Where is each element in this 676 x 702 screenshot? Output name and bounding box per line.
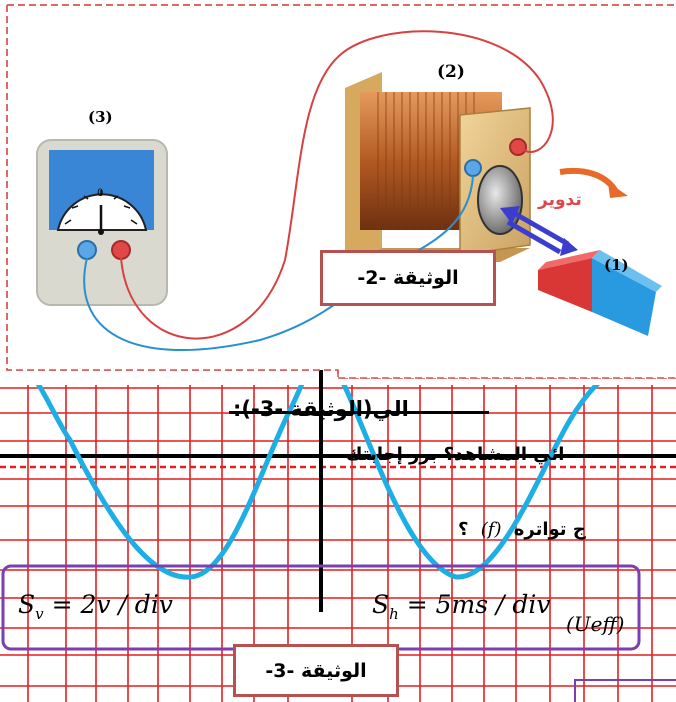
terminal-red — [111, 240, 131, 260]
coil-terminal-blue — [464, 159, 482, 177]
signal-curve — [35, 385, 305, 580]
red-wire — [120, 30, 554, 340]
coil-terminal-red — [509, 138, 527, 156]
vertical-sensitivity: Sv = 2v / div — [18, 590, 173, 623]
label-coil-number: (2) — [437, 62, 465, 82]
next-frame-corner — [574, 679, 676, 702]
doc2-label: الوثيقة -2- — [320, 250, 496, 306]
galvanometer — [36, 139, 168, 306]
label-magnet-number: (1) — [604, 256, 629, 274]
question-line-3: ج تواتره (f) ؟ — [458, 519, 586, 540]
question-line-1: الي(الوثيقة -3-): — [229, 397, 489, 421]
question-line-2: ائي المشاهد؟ برر إجابتك — [346, 444, 565, 465]
horizontal-sensitivity: Sh = 5ms / div — [372, 590, 551, 623]
label-galvanometer-number: (3) — [88, 108, 113, 126]
rotation-label: تدوير — [538, 190, 582, 210]
signal-curve-right — [341, 385, 601, 580]
terminal-blue — [77, 240, 97, 260]
doc3-label: الوثيقة -3- — [233, 644, 399, 697]
movement-arrow — [500, 206, 578, 256]
bar-magnet — [538, 250, 662, 336]
dial-zero: 0 — [97, 188, 104, 199]
ueff-label: (Ueff) — [566, 612, 625, 636]
blue-wire — [83, 175, 474, 352]
